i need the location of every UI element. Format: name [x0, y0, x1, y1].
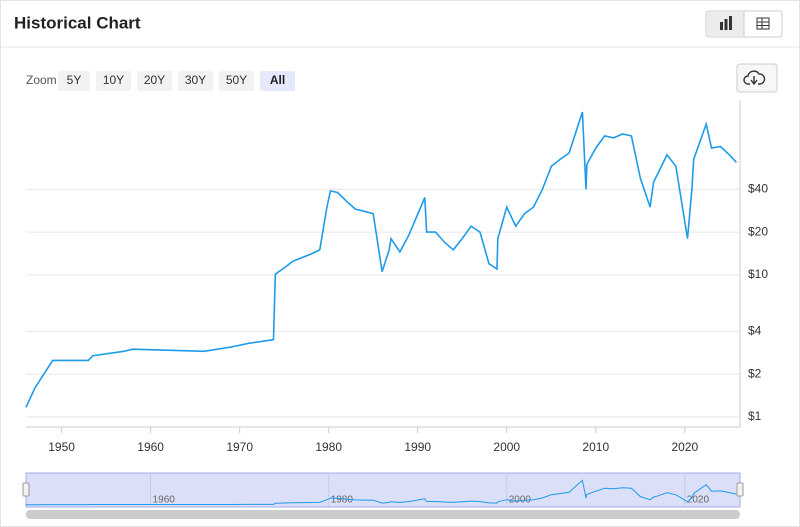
plot: $1 $2 $4 $10 $20 $40 1950 1960 1970 1980 1990 2000 2… [22, 100, 768, 519]
price-line [25, 111, 737, 408]
zoom-button-label: 30Y [185, 73, 206, 87]
zoom-bar: Zoom 5Y 10Y 20Y 30Y 50Y All [26, 71, 295, 91]
y-tick-label: $1 [748, 409, 762, 423]
navigator-tick-label: 2020 [687, 495, 710, 506]
icon [729, 16, 732, 30]
navigator-tick-label: 1980 [331, 495, 354, 506]
zoom-button[interactable] [58, 71, 90, 91]
zoom-button-label: All [270, 73, 285, 87]
x-tick-label: 1980 [315, 440, 342, 454]
x-tick-label: 1990 [404, 440, 431, 454]
y-tick-label: $4 [748, 324, 762, 338]
download-button[interactable] [736, 63, 778, 93]
view-toggle[interactable] [705, 10, 783, 38]
x-tick-label: 2020 [671, 440, 698, 454]
icon [720, 22, 723, 30]
table-view-button[interactable] [756, 17, 770, 30]
scrollbar[interactable] [26, 510, 740, 519]
x-tick-label: 1950 [48, 440, 75, 454]
navigator-tick-label: 1960 [153, 495, 176, 506]
zoom-button[interactable] [137, 71, 172, 91]
download-frame[interactable] [736, 63, 778, 93]
zoom-button-label: 10Y [103, 73, 124, 87]
navigator-tick-label: 2000 [509, 495, 532, 506]
navigator-handle[interactable] [22, 482, 30, 497]
y-tick-label: $2 [748, 366, 762, 380]
x-tick-label: 1970 [226, 440, 253, 454]
zoom-button[interactable] [219, 71, 254, 91]
icon [724, 19, 728, 30]
x-tick-label: 1960 [137, 440, 164, 454]
zoom-button[interactable] [96, 71, 131, 91]
y-tick-label: $20 [748, 224, 768, 238]
y-tick-label: $10 [748, 267, 768, 281]
zoom-button-label: 50Y [226, 73, 247, 87]
zoom-label: Zoom [26, 73, 57, 87]
navigator-line [25, 479, 737, 506]
zoom-button-label: 5Y [67, 73, 82, 87]
navigator-handle[interactable] [736, 482, 744, 497]
zoom-button-label: 20Y [144, 73, 165, 87]
zoom-button[interactable] [260, 71, 295, 91]
navigator[interactable] [25, 472, 741, 508]
zoom-button[interactable] [178, 71, 213, 91]
y-tick-label: $40 [748, 181, 768, 195]
header-title: Historical Chart [14, 13, 141, 32]
x-tick-label: 2010 [582, 440, 609, 454]
download-icon [743, 70, 766, 86]
x-tick-label: 2000 [493, 440, 520, 454]
